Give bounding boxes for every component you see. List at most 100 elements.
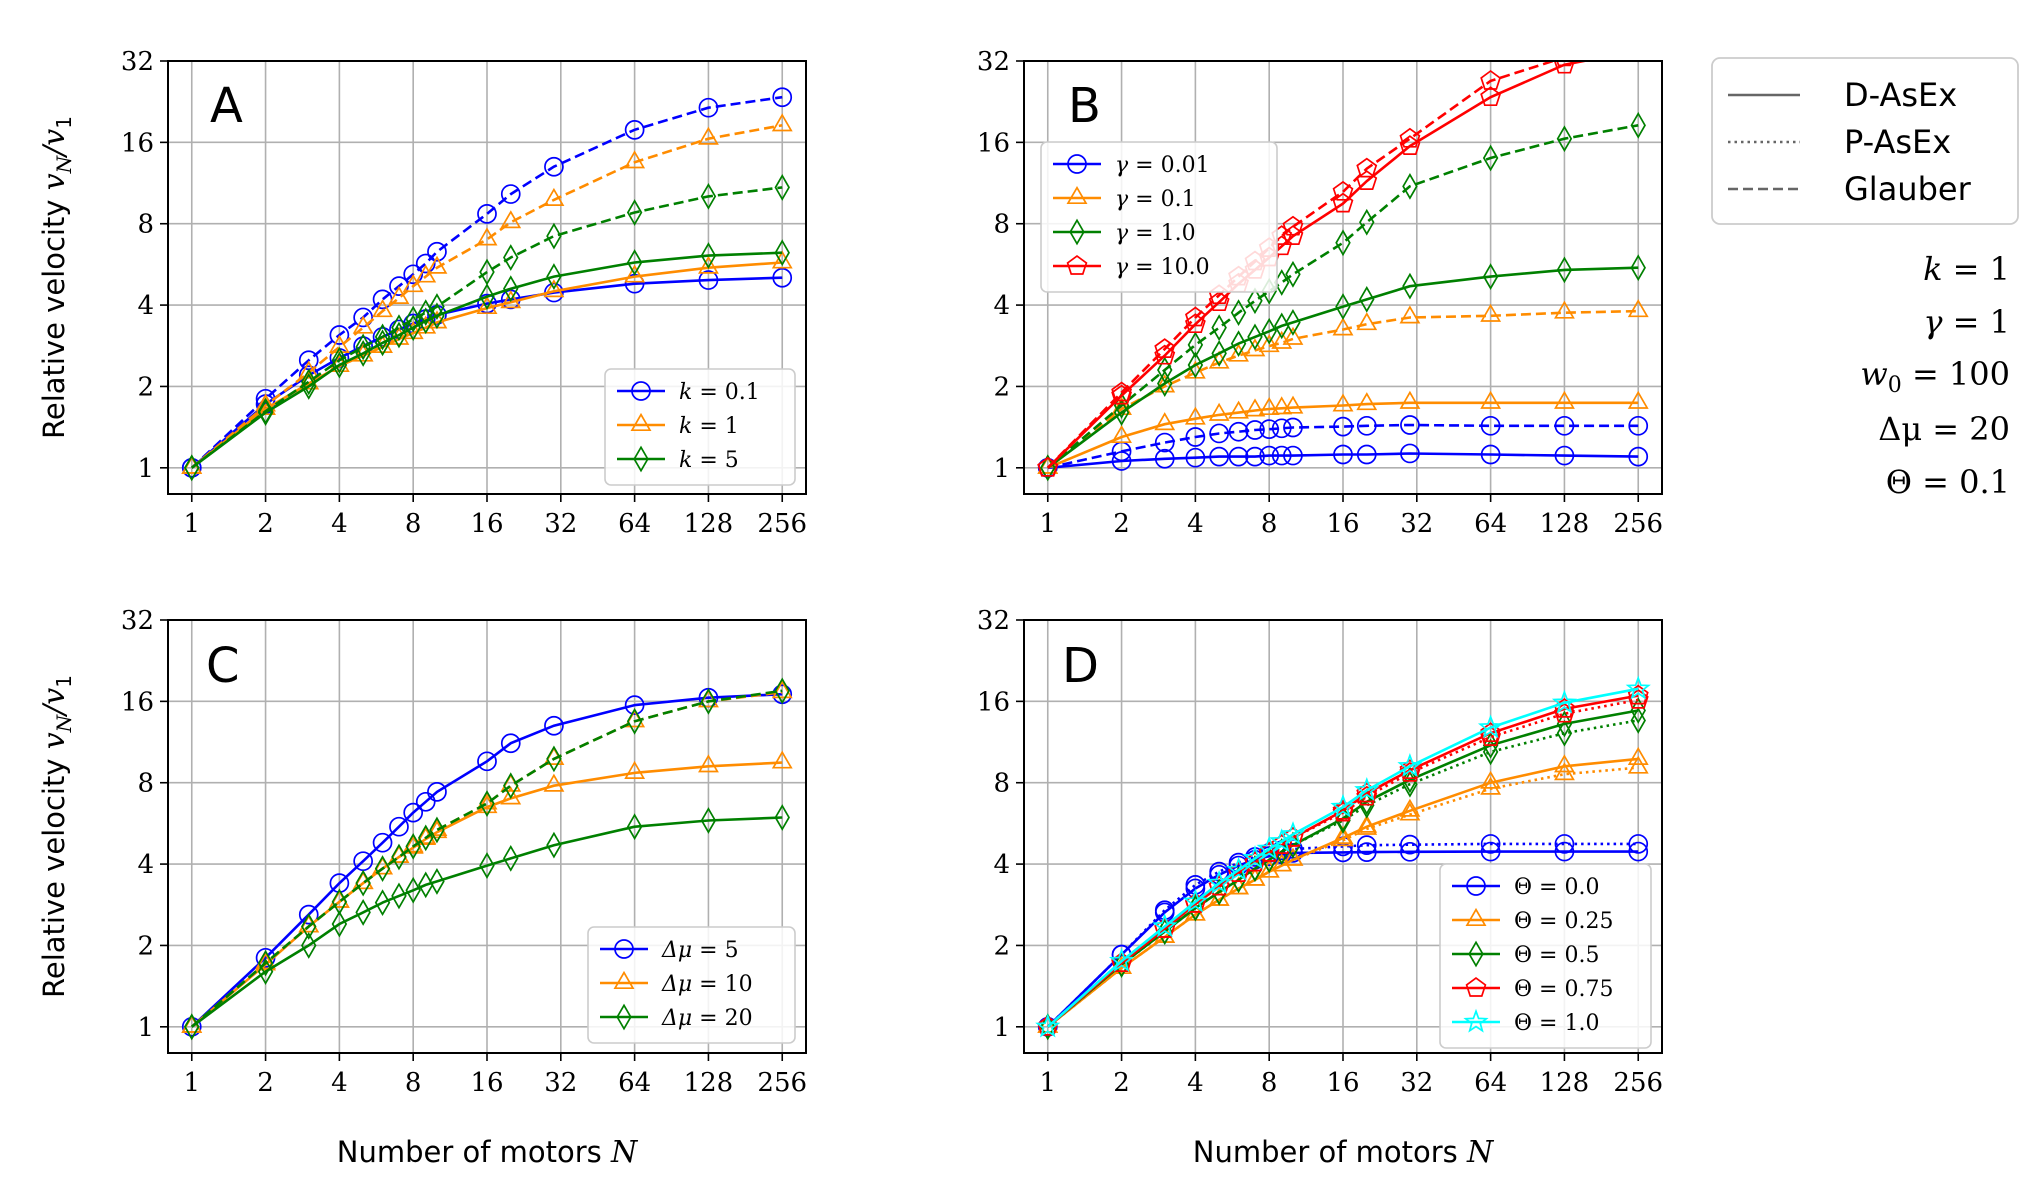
y-tick-label: 16 — [977, 687, 1010, 717]
x-tick-label: 32 — [1400, 1068, 1433, 1098]
data-point — [698, 126, 719, 145]
data-point — [1554, 762, 1575, 781]
data-point — [1230, 330, 1247, 358]
data-point — [626, 249, 643, 276]
series-line — [191, 186, 783, 469]
data-point — [1554, 390, 1575, 409]
data-point — [503, 244, 519, 271]
data-point — [298, 360, 320, 379]
y-tick-label: 2 — [137, 931, 154, 961]
data-point — [1556, 719, 1573, 747]
series-line — [190, 689, 783, 1028]
data-point — [1228, 400, 1249, 419]
data-point — [1211, 340, 1227, 367]
x-tick-label: 16 — [1326, 509, 1359, 539]
data-point — [1480, 86, 1501, 107]
data-point — [355, 899, 371, 926]
data-point — [479, 283, 495, 310]
data-point — [774, 174, 790, 201]
y-tick-label: 32 — [121, 47, 154, 77]
data-point — [257, 397, 274, 425]
data-point — [1480, 390, 1502, 409]
data-point — [1271, 853, 1293, 872]
data-point — [772, 87, 793, 108]
data-point — [1480, 444, 1501, 465]
data-point — [1271, 418, 1292, 439]
data-point — [1356, 814, 1378, 833]
linestyle-legend-frame — [1711, 57, 2019, 225]
data-point — [624, 760, 646, 779]
data-point — [1356, 785, 1378, 806]
legend-frame — [1439, 863, 1652, 1049]
x-tick-label: 2 — [1113, 1068, 1130, 1098]
data-point — [1556, 256, 1573, 284]
data-point — [301, 913, 317, 940]
data-point — [1258, 397, 1280, 416]
data-point — [1244, 338, 1266, 357]
parameter-text: k = 1 — [1923, 250, 2010, 288]
x-tick-label: 2 — [257, 1068, 274, 1098]
legend-marker — [614, 939, 634, 959]
data-point — [544, 715, 564, 736]
legend-label: k = 5 — [679, 448, 739, 473]
data-point — [1282, 326, 1304, 345]
data-point — [546, 831, 562, 859]
data-point — [1399, 761, 1421, 782]
data-point — [772, 267, 793, 288]
data-point — [700, 182, 717, 210]
data-point — [1482, 144, 1499, 172]
parameter-text: w0 = 100 — [1860, 355, 2010, 398]
legend-marker — [1466, 876, 1486, 896]
data-point — [1402, 272, 1418, 300]
data-point — [1152, 913, 1178, 938]
legend-marker — [1468, 940, 1484, 968]
data-point — [1629, 37, 1648, 55]
legend-frame — [604, 368, 796, 486]
y-tick-label: 2 — [993, 372, 1010, 402]
data-point — [1356, 835, 1377, 856]
data-point — [1187, 331, 1204, 359]
data-point — [1359, 285, 1375, 313]
data-point — [1554, 834, 1575, 854]
data-point — [1556, 710, 1573, 738]
data-point — [1154, 432, 1175, 453]
data-point — [1242, 845, 1268, 870]
data-point — [774, 677, 790, 705]
data-point — [1630, 697, 1646, 724]
data-point — [1556, 61, 1573, 67]
data-point — [1247, 323, 1263, 351]
data-point — [1554, 415, 1575, 436]
x-tick-label: 128 — [684, 509, 734, 539]
data-point — [1480, 722, 1501, 743]
data-point — [184, 1013, 200, 1041]
x-tick-label: 64 — [618, 509, 651, 539]
data-point — [331, 910, 348, 938]
data-point — [1554, 61, 1575, 74]
x-tick-label: 32 — [544, 1068, 577, 1098]
y-tick-label: 4 — [137, 291, 154, 321]
x-tick-label: 4 — [1187, 509, 1204, 539]
data-point — [1282, 395, 1304, 414]
legend-label: γ = 0.01 — [1115, 153, 1210, 178]
data-point — [1187, 351, 1204, 379]
data-point — [1356, 444, 1377, 465]
y-tick-label: 32 — [977, 606, 1010, 636]
data-point — [1247, 287, 1263, 315]
data-point — [418, 299, 434, 327]
data-point — [391, 314, 407, 342]
data-point — [1333, 444, 1353, 465]
data-point — [1330, 793, 1356, 818]
legend-marker — [1066, 186, 1088, 205]
data-point — [1332, 393, 1354, 412]
legend-marker — [630, 412, 652, 432]
data-point — [427, 782, 447, 802]
data-point — [1228, 343, 1249, 362]
data-point — [426, 255, 448, 274]
data-point — [626, 707, 643, 735]
data-point — [1402, 766, 1418, 794]
data-point — [1245, 420, 1265, 440]
data-point — [1271, 445, 1292, 466]
x-tick-label: 1 — [1039, 1068, 1056, 1098]
series-line — [1046, 719, 1639, 1028]
data-point — [1556, 125, 1573, 153]
